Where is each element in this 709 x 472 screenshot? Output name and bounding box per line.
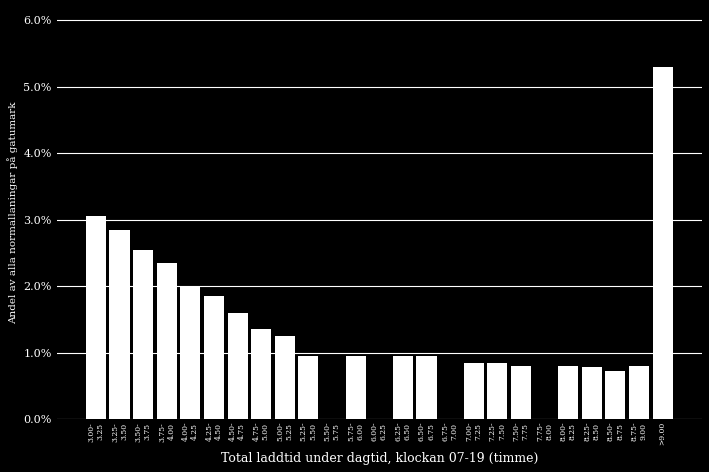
- Bar: [251, 329, 272, 419]
- Bar: [605, 371, 625, 419]
- Bar: [275, 336, 295, 419]
- Bar: [511, 366, 531, 419]
- Bar: [180, 286, 201, 419]
- Bar: [298, 356, 318, 419]
- Bar: [133, 250, 153, 419]
- Bar: [558, 366, 579, 419]
- Bar: [464, 362, 484, 419]
- Y-axis label: Andel av alla normallaningar på gatumark: Andel av alla normallaningar på gatumark: [7, 102, 18, 324]
- X-axis label: Total laddtid under dagtid, klockan 07-19 (timme): Total laddtid under dagtid, klockan 07-1…: [220, 452, 538, 465]
- Bar: [487, 362, 508, 419]
- Bar: [582, 367, 602, 419]
- Bar: [109, 230, 130, 419]
- Bar: [629, 366, 649, 419]
- Bar: [345, 356, 366, 419]
- Bar: [228, 313, 247, 419]
- Bar: [653, 67, 673, 419]
- Bar: [157, 263, 177, 419]
- Bar: [393, 356, 413, 419]
- Bar: [204, 296, 224, 419]
- Bar: [416, 356, 437, 419]
- Bar: [86, 216, 106, 419]
